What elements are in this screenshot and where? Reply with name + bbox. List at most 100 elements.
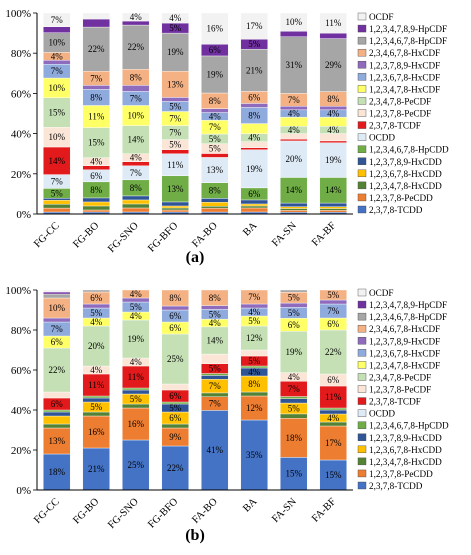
- bar-segment: [161, 209, 189, 213]
- legend-swatch: [357, 48, 367, 57]
- data-label: 13%: [207, 165, 224, 175]
- data-label: 4%: [130, 12, 143, 22]
- legend-swatch: [357, 409, 367, 417]
- legend-label: 1,2,3,6,7,8-HxCDF: [369, 348, 440, 358]
- bar-segment: [43, 200, 71, 205]
- data-label: 4%: [130, 153, 143, 163]
- x-category-label: FG-BO: [71, 496, 101, 526]
- x-category-label: FA-BF: [310, 496, 338, 524]
- legend-swatch: [357, 349, 367, 357]
- legend-swatch: [357, 36, 367, 45]
- bar-segment: [201, 157, 229, 183]
- bar-segment: [240, 123, 268, 134]
- data-label: 8%: [209, 186, 222, 196]
- bar-segment: [82, 197, 110, 203]
- bar-segment: [82, 12, 110, 20]
- legend-label: 1,2,3,4,7,8,9-HpCDF: [369, 300, 447, 310]
- bar-segment: [201, 410, 229, 491]
- data-label: 6%: [90, 293, 103, 303]
- bar-segment: [280, 396, 308, 399]
- y-tick-label: 60%: [11, 365, 31, 377]
- legend-label: 1,2,3,6,7,8-HxCDD: [369, 445, 442, 455]
- bar-segment: [319, 140, 347, 143]
- bar-segment: [280, 36, 308, 94]
- legend-label: 1,2,3,7,8-PeCDD: [369, 469, 433, 479]
- data-label: 19%: [167, 47, 184, 57]
- bar-segment: [280, 105, 308, 111]
- data-label: 35%: [246, 450, 263, 460]
- x-category-label: FG-BFO: [146, 220, 180, 254]
- bar-segment: [240, 395, 268, 421]
- x-category-label: FG-SNO: [106, 496, 141, 531]
- data-label: 13%: [49, 436, 66, 446]
- data-label: 17%: [246, 21, 263, 31]
- data-label: 7%: [288, 95, 301, 105]
- data-label: 9%: [169, 432, 182, 442]
- bar-segment: [280, 138, 308, 142]
- data-label: 7%: [130, 168, 143, 178]
- data-label: 19%: [325, 155, 342, 165]
- data-label: 7%: [248, 292, 261, 302]
- bar-segment: [280, 202, 308, 207]
- bar-segment: [280, 398, 308, 404]
- data-label: 14%: [207, 335, 224, 345]
- data-label: 22%: [325, 347, 342, 357]
- legend-swatch: [357, 97, 367, 105]
- legend-label: 2,3,7,8-TCDD: [369, 481, 423, 491]
- bar-segment: [319, 105, 347, 111]
- data-label: 22%: [49, 365, 66, 375]
- bar-segment: [43, 97, 71, 128]
- data-label: 8%: [130, 72, 143, 82]
- bar-segment: [201, 392, 229, 397]
- data-label: 16%: [128, 419, 145, 429]
- bar-segment: [82, 395, 110, 399]
- data-label: 5%: [209, 144, 222, 154]
- data-label: 11%: [128, 372, 145, 382]
- data-label: 7%: [90, 73, 103, 83]
- panel-label: (b): [185, 527, 205, 544]
- data-label: 11%: [325, 392, 342, 402]
- data-label: 6%: [209, 45, 222, 55]
- data-label: 7%: [209, 122, 222, 132]
- bar-segment: [43, 26, 71, 33]
- data-label: 4%: [130, 357, 143, 367]
- data-label: 19%: [128, 334, 145, 344]
- data-label: 8%: [327, 94, 340, 104]
- data-label: 5%: [288, 403, 301, 413]
- data-label: 17%: [325, 438, 342, 448]
- data-label: 5%: [169, 101, 182, 111]
- data-label: 4%: [209, 318, 222, 328]
- x-category-label: FA-BO: [190, 496, 220, 526]
- bar-segment: [280, 457, 308, 491]
- legend-swatch: [357, 421, 367, 429]
- bar-segment: [161, 207, 189, 211]
- data-label: 10%: [49, 83, 66, 93]
- legend-label: 1,2,3,4,6,7,8-HpCDD: [369, 145, 449, 155]
- legend-swatch: [357, 181, 367, 190]
- data-label: 12%: [246, 403, 263, 413]
- bar-segment: [82, 415, 110, 449]
- legend-swatch: [357, 457, 367, 466]
- bar-segment: [201, 326, 229, 355]
- legend-label: 1,2,3,6,7,8-HxCDD: [369, 169, 442, 179]
- data-label: 4%: [248, 307, 261, 317]
- data-label: 20%: [88, 341, 105, 351]
- legend-swatch: [357, 193, 367, 202]
- bar-segment: [319, 206, 347, 209]
- x-category-label: FG-SNO: [106, 220, 141, 255]
- data-label: 15%: [286, 469, 303, 479]
- data-label: 8%: [90, 185, 103, 195]
- data-label: 5%: [248, 356, 261, 366]
- legend-swatch: [357, 85, 367, 93]
- data-label: 21%: [246, 65, 263, 75]
- y-tick-label: 20%: [11, 445, 31, 457]
- bar-segment: [43, 423, 71, 429]
- legend-swatch: [357, 433, 367, 441]
- bar-segment: [240, 205, 268, 209]
- data-label: 8%: [130, 183, 143, 193]
- bar-segment: [43, 347, 71, 393]
- legend-label: 1,2,3,4,6,7,8-HpCDF: [369, 36, 447, 46]
- data-label: 15%: [88, 138, 105, 148]
- legend-label: 1,2,3,7,8,9-HxCDF: [369, 60, 440, 70]
